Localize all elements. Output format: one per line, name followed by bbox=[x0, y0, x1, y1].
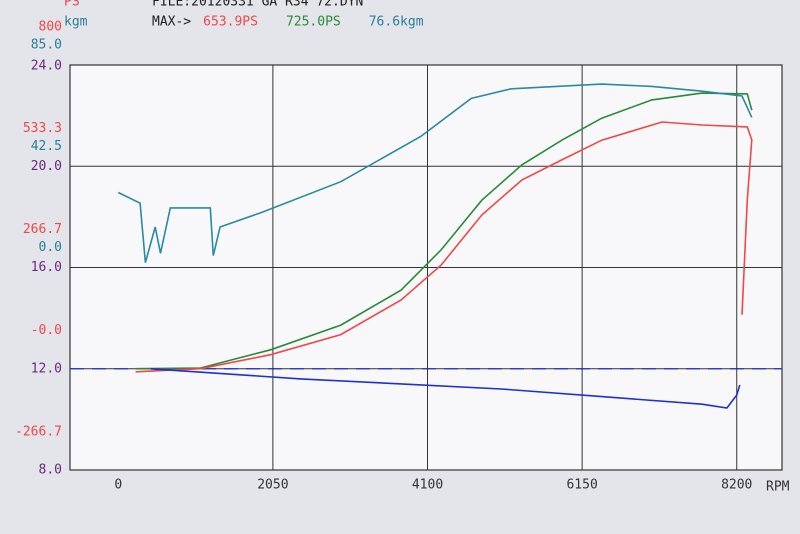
x-tick-label: 4100 bbox=[412, 478, 443, 493]
max-annotation: 653.9PS bbox=[203, 15, 258, 30]
y3-tick-label: 24.0 bbox=[31, 59, 62, 74]
y2-axis-unit: kgm bbox=[64, 15, 88, 30]
y2-tick-label: 85.0 bbox=[31, 38, 62, 53]
y-axis-unit: PS bbox=[64, 0, 80, 10]
line-series bbox=[150, 368, 741, 409]
y3-tick-label: 20.0 bbox=[31, 159, 62, 174]
x-tick-label: 8200 bbox=[721, 478, 752, 493]
x-tick-label: 0 bbox=[114, 478, 122, 493]
max-annotation: 725.0PS bbox=[286, 15, 341, 30]
y2-tick-label: 0.0 bbox=[39, 240, 62, 255]
y2-tick-label: 42.5 bbox=[31, 139, 62, 154]
y-tick-label: -266.7 bbox=[15, 425, 62, 440]
y3-tick-label: 12.0 bbox=[31, 361, 62, 376]
x-tick-label: 2050 bbox=[257, 478, 288, 493]
line-series bbox=[117, 83, 753, 263]
line-series bbox=[135, 121, 753, 373]
y-tick-label: 266.7 bbox=[23, 222, 62, 237]
x-axis-label: RPM bbox=[766, 480, 790, 495]
file-title: FILE:20120331 GA R34 72.DYN bbox=[152, 0, 363, 10]
max-annotation: MAX-> bbox=[152, 15, 191, 30]
x-tick-label: 6150 bbox=[566, 478, 597, 493]
line-series bbox=[135, 92, 753, 370]
y-tick-label: -0.0 bbox=[31, 323, 62, 338]
max-annotation: 76.6kgm bbox=[369, 15, 424, 30]
y-tick-label: 533.3 bbox=[23, 121, 62, 136]
y3-tick-label: 8.0 bbox=[39, 463, 62, 478]
y3-tick-label: 16.0 bbox=[31, 260, 62, 275]
y-tick-label: 800 bbox=[39, 20, 62, 35]
